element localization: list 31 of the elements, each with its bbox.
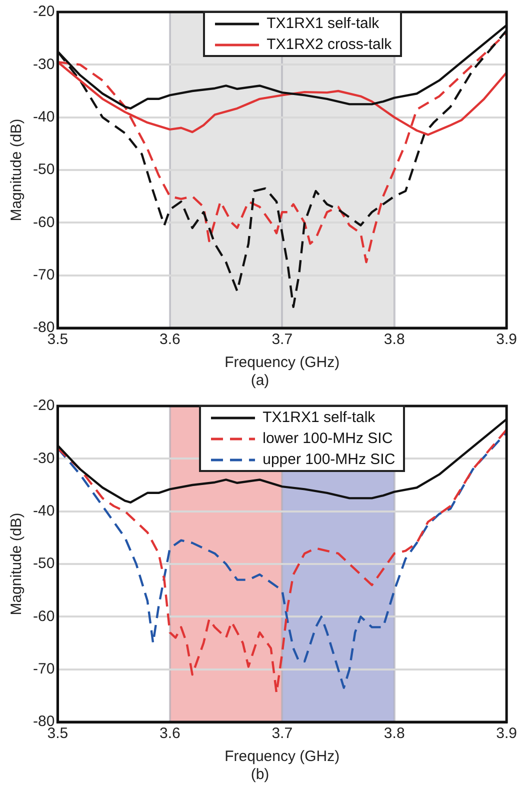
y-tick-label: -20	[32, 397, 55, 414]
y-tick-label: -50	[32, 555, 55, 572]
y-tick-label: -70	[32, 660, 55, 678]
legend-label: lower 100-MHz SIC	[262, 430, 393, 447]
x-tick-label: 3.8	[384, 725, 405, 742]
legend-label: TX1RX1 self-talk	[266, 15, 380, 32]
y-tick-label: -60	[32, 214, 55, 231]
y-tick-label: -60	[32, 608, 55, 625]
y-tick-label: -30	[32, 450, 55, 467]
x-tick-label: 3.9	[496, 331, 518, 348]
y-axis-title: Magnitude (dB)	[8, 512, 26, 616]
x-tick-label: 3.7	[272, 331, 293, 348]
legend-label: TX1RX1 self-talk	[262, 409, 376, 426]
y-tick-label: -50	[32, 161, 55, 178]
y-tick-label: -70	[32, 266, 55, 284]
y-tick-label: -20	[32, 3, 55, 20]
y-tick-label: -40	[32, 108, 55, 126]
legend-label: TX1RX2 cross-talk	[266, 36, 392, 53]
y-tick-label: -40	[32, 502, 55, 520]
x-tick-label: 3.6	[159, 331, 180, 348]
x-tick-label: 3.6	[159, 725, 180, 742]
x-axis-title: Frequency (GHz)	[224, 354, 340, 372]
legend-label: upper 100-MHz SIC	[262, 451, 396, 468]
x-tick-label: 3.9	[496, 725, 518, 742]
y-axis-title: Magnitude (dB)	[8, 118, 26, 222]
x-tick-label: 3.7	[272, 725, 293, 742]
x-tick-label: 3.8	[384, 331, 405, 348]
text: (b)	[250, 766, 270, 785]
text: (a)	[250, 372, 270, 391]
x-axis-title: Frequency (GHz)	[224, 748, 340, 766]
y-tick-label: -30	[32, 56, 55, 73]
